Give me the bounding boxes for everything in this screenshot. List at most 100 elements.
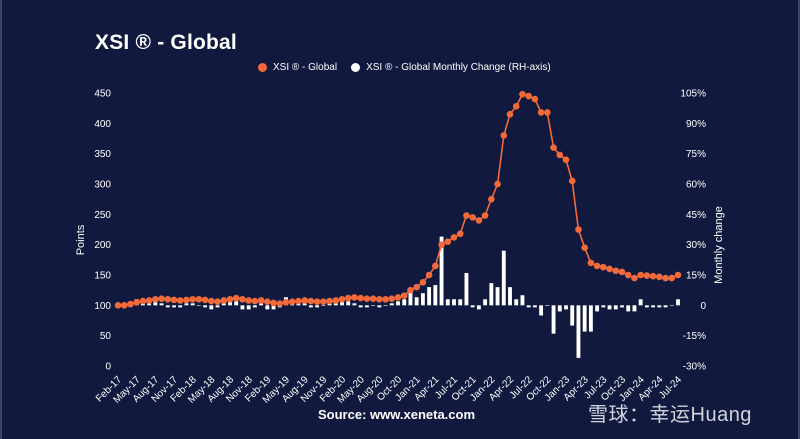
change-bar bbox=[265, 305, 270, 310]
left-tick-label: 100 bbox=[94, 301, 111, 312]
change-bar bbox=[657, 305, 662, 308]
index-point bbox=[114, 302, 122, 309]
change-bar bbox=[452, 299, 456, 306]
legend-item-change[interactable]: XSI ® - Global Monthly Change (RH-axis) bbox=[351, 62, 551, 73]
index-point bbox=[531, 95, 539, 103]
change-bar bbox=[184, 303, 189, 306]
index-point bbox=[164, 295, 172, 303]
chart-legend: XSI ® - Global XSI ® - Global Monthly Ch… bbox=[258, 62, 565, 73]
change-bar bbox=[396, 301, 400, 306]
change-bar bbox=[601, 305, 606, 308]
index-point bbox=[139, 297, 147, 305]
index-point bbox=[512, 103, 520, 110]
change-bar bbox=[302, 303, 307, 306]
change-bar bbox=[526, 305, 531, 308]
change-bar bbox=[315, 305, 320, 308]
index-point bbox=[145, 297, 153, 304]
change-bar bbox=[358, 305, 363, 308]
change-bar bbox=[228, 301, 232, 306]
index-point bbox=[674, 271, 682, 279]
index-point bbox=[456, 230, 464, 238]
index-point bbox=[351, 294, 358, 301]
change-bar bbox=[240, 305, 245, 310]
right-tick-label: -30% bbox=[683, 362, 706, 373]
right-tick-label: 75% bbox=[686, 149, 706, 160]
change-bar bbox=[464, 272, 469, 306]
change-bar bbox=[427, 287, 432, 306]
change-bar bbox=[159, 303, 164, 306]
index-point bbox=[189, 295, 196, 303]
index-point bbox=[301, 297, 308, 304]
change-bar bbox=[234, 301, 239, 306]
index-point bbox=[556, 151, 564, 159]
legend-item-index[interactable]: XSI ® - Global bbox=[258, 62, 337, 73]
left-tick-label: 150 bbox=[94, 271, 111, 282]
index-point bbox=[643, 272, 651, 279]
change-bar bbox=[632, 305, 637, 312]
change-bar bbox=[259, 303, 264, 306]
index-point bbox=[326, 297, 333, 305]
change-bar bbox=[445, 299, 450, 306]
change-bar bbox=[545, 305, 550, 306]
change-bar bbox=[271, 305, 276, 310]
change-bar bbox=[153, 301, 158, 306]
index-line bbox=[114, 90, 682, 309]
change-bar bbox=[651, 305, 656, 308]
index-point bbox=[295, 297, 302, 305]
index-point bbox=[662, 274, 669, 282]
index-point bbox=[631, 274, 638, 282]
legend-swatch-change bbox=[351, 63, 361, 72]
index-point bbox=[152, 295, 159, 303]
index-point bbox=[606, 265, 613, 273]
change-bar bbox=[582, 305, 587, 332]
index-point bbox=[618, 268, 626, 276]
change-bar bbox=[172, 305, 176, 308]
change-bar bbox=[408, 289, 413, 306]
index-point bbox=[587, 259, 595, 267]
index-point bbox=[575, 226, 582, 233]
index-point bbox=[120, 302, 128, 309]
right-tick-label: 0 bbox=[700, 301, 706, 312]
change-bar bbox=[532, 305, 537, 308]
index-point bbox=[220, 297, 228, 304]
left-axis-title: Points bbox=[75, 224, 87, 255]
change-bar bbox=[252, 305, 257, 308]
change-bar bbox=[165, 305, 170, 308]
index-point bbox=[425, 271, 433, 279]
index-point bbox=[320, 298, 327, 305]
right-tick-label: 105% bbox=[680, 89, 706, 100]
change-bar bbox=[209, 305, 214, 310]
index-point bbox=[226, 295, 234, 303]
change-bar bbox=[495, 287, 500, 306]
index-point bbox=[432, 262, 439, 270]
change-bar bbox=[588, 305, 593, 332]
change-bar bbox=[607, 305, 612, 310]
index-series-line bbox=[118, 93, 679, 307]
change-bar bbox=[383, 305, 388, 306]
index-point bbox=[581, 244, 588, 251]
index-point bbox=[369, 295, 377, 302]
index-point bbox=[624, 271, 632, 279]
index-point bbox=[562, 156, 570, 164]
index-point bbox=[264, 298, 271, 305]
index-point bbox=[195, 295, 203, 303]
index-point bbox=[382, 295, 389, 303]
index-point bbox=[519, 90, 526, 98]
legend-swatch-index bbox=[258, 63, 267, 72]
change-bar bbox=[364, 305, 369, 308]
index-point bbox=[600, 263, 607, 271]
index-point bbox=[183, 296, 190, 304]
index-point bbox=[388, 295, 396, 302]
index-point bbox=[475, 217, 483, 224]
left-tick-label: 450 bbox=[94, 89, 111, 100]
change-bar bbox=[663, 305, 668, 308]
legend-label-index: XSI ® - Global bbox=[273, 62, 338, 73]
index-point bbox=[400, 292, 408, 299]
change-bar bbox=[203, 305, 208, 308]
index-point bbox=[208, 297, 215, 305]
change-bar bbox=[669, 305, 674, 306]
index-point bbox=[656, 273, 663, 281]
change-bar bbox=[470, 305, 475, 308]
right-tick-label: 15% bbox=[686, 271, 706, 282]
